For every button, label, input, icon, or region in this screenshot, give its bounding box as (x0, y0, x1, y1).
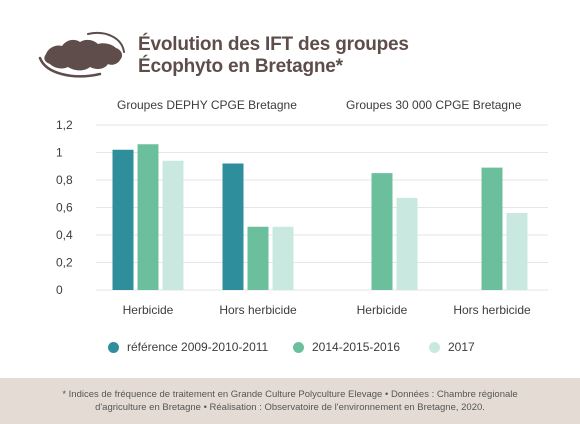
bar (112, 149, 134, 290)
bar-chart: 0 0,2 0,4 0,6 0,8 1 1,2 Herbicide Hors herbicide… (56, 118, 548, 317)
y-tick-label: 0,6 (56, 201, 73, 215)
group-label-30000: Groupes 30 000 CPGE Bretagne (346, 98, 522, 112)
legend-item-2014-2016: 2014-2015-2016 (293, 340, 400, 354)
legend-label-reference: référence 2009-2010-2011 (127, 340, 269, 354)
x-tick-label: Hors herbicide (453, 303, 531, 317)
chart-title: Évolution des IFT des groupes Écophyto e… (138, 34, 409, 78)
title-line-1: Évolution des IFT des groupes (138, 34, 409, 55)
bar (272, 226, 294, 290)
legend-label-2017: 2017 (448, 340, 475, 354)
y-tick-label: 1 (56, 146, 63, 160)
legend-swatch-reference (108, 341, 119, 353)
bar (162, 160, 184, 290)
title-line-2: Écophyto en Bretagne* (138, 56, 343, 77)
bar (506, 213, 528, 290)
y-tick-label: 0,4 (56, 228, 73, 242)
legend-item-reference: référence 2009-2010-2011 (108, 340, 268, 354)
footer-line-1: * Indices de fréquence de traitement en … (62, 389, 518, 400)
x-tick-label: Hors herbicide (219, 303, 297, 317)
footer: * Indices de fréquence de traitement en … (0, 378, 580, 424)
legend: référence 2009-2010-2011 2014-2015-2016 … (0, 340, 580, 358)
legend-label-2014-2016: 2014-2015-2016 (312, 340, 401, 354)
legend-swatch-2014-2016 (293, 341, 304, 353)
bar (222, 163, 244, 290)
y-tick-label: 1,2 (56, 118, 73, 132)
legend-item-2017: 2017 (429, 340, 475, 354)
legend-swatch-2017 (429, 341, 440, 353)
y-tick-label: 0,2 (56, 256, 73, 270)
bar (481, 167, 503, 290)
footer-line-2: d'agriculture en Bretagne • Réalisation … (95, 402, 485, 413)
bar (371, 173, 393, 290)
brittany-map-logo (38, 32, 125, 78)
x-tick-label: Herbicide (123, 303, 174, 317)
footer-note: * Indices de fréquence de traitement en … (0, 388, 580, 414)
bar (396, 197, 418, 290)
x-tick-label: Herbicide (357, 303, 408, 317)
bar (137, 144, 159, 290)
y-tick-label: 0,8 (56, 173, 73, 187)
group-label-dephy: Groupes DEPHY CPGE Bretagne (117, 98, 297, 112)
bar (247, 226, 269, 290)
y-tick-label: 0 (56, 283, 63, 297)
